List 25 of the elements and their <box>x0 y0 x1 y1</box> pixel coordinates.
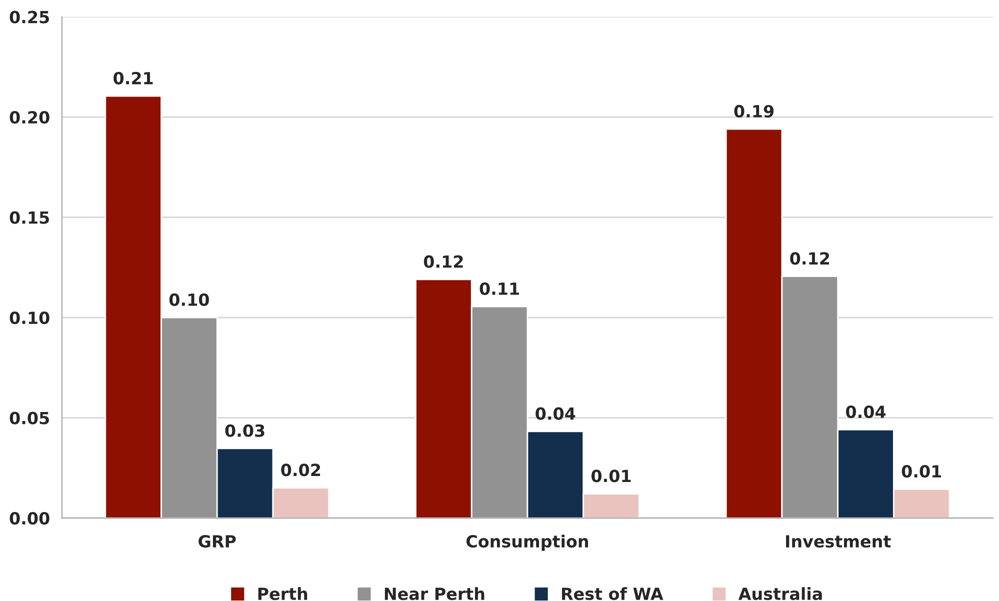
data-label: 0.11 <box>480 282 519 295</box>
y-tick-label: 0.25 <box>10 10 49 24</box>
data-label: 0.02 <box>281 464 320 476</box>
data-label: 0.12 <box>424 255 463 268</box>
data-label: 0.04 <box>536 407 576 420</box>
y-tick-label: 0.05 <box>10 412 49 424</box>
legend-label: Australia <box>738 587 822 600</box>
y-tick-label: 0.10 <box>10 312 50 324</box>
y-tick-label: 0.00 <box>10 512 50 525</box>
data-label: 0.04 <box>846 405 886 418</box>
x-tick-label: Consumption <box>466 534 588 551</box>
data-label: 0.21 <box>114 72 153 84</box>
legend-label: Rest of WA <box>562 587 664 600</box>
legend-label: Near Perth <box>384 587 484 600</box>
x-tick-label: GRP <box>198 535 236 548</box>
data-label: 0.01 <box>592 470 631 482</box>
y-tick-label: 0.15 <box>10 211 49 224</box>
legend-label: Perth <box>258 587 308 600</box>
data-label: 0.03 <box>225 424 264 437</box>
data-label: 0.01 <box>902 465 942 478</box>
data-label: 0.19 <box>734 104 774 118</box>
data-label: 0.12 <box>790 252 830 265</box>
x-tick-label: Investment <box>786 535 891 548</box>
y-tick-label: 0.20 <box>10 111 50 124</box>
data-label: 0.10 <box>169 293 209 306</box>
